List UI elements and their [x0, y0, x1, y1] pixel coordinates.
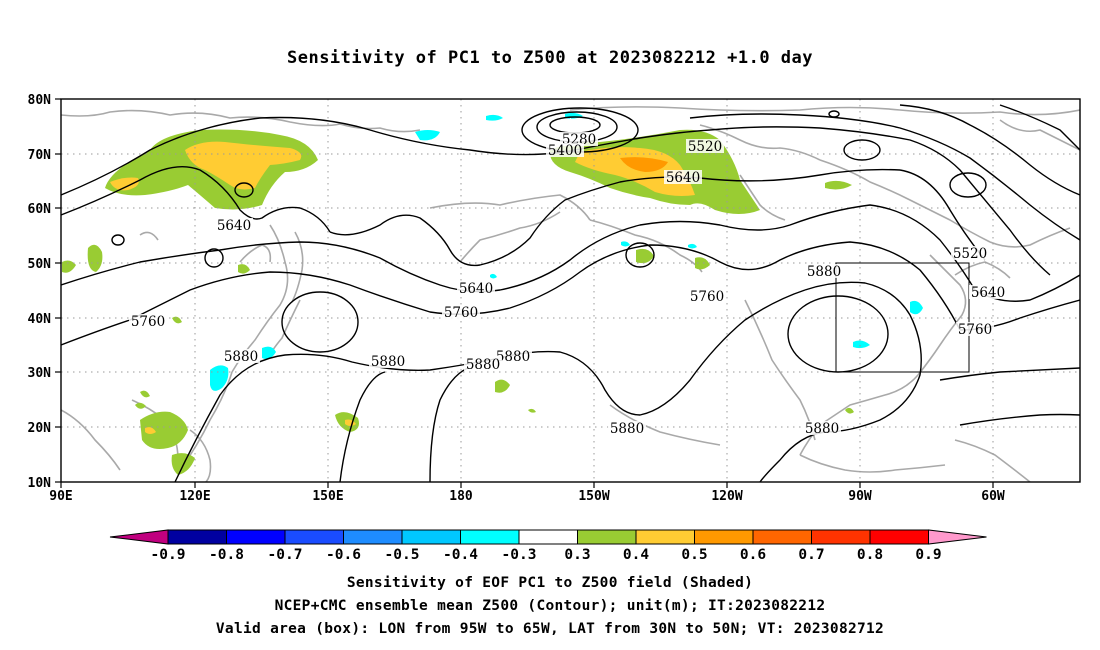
map-frame	[60, 98, 1081, 483]
svg-text:5640: 5640	[217, 218, 251, 234]
axis-ticks	[55, 98, 994, 488]
contour-label: 5640	[969, 285, 1007, 301]
gridlines	[61, 99, 1080, 482]
contour-label: 5760	[129, 314, 167, 330]
colorbar-cell	[752, 529, 812, 545]
caption-contour: NCEP+CMC ensemble mean Z500 (Contour); u…	[274, 598, 826, 614]
svg-text:5880: 5880	[224, 349, 258, 365]
contour-label: 5520	[686, 139, 724, 155]
colorbar-cell	[460, 529, 520, 545]
colorbar-cell	[635, 529, 695, 545]
contour-label: 5880	[608, 421, 646, 437]
lat-label: 30N	[28, 366, 52, 381]
colorbar-cell	[343, 529, 403, 545]
svg-text:5640: 5640	[459, 281, 493, 297]
colorbar-cell	[284, 529, 344, 545]
lat-label: 60N	[28, 202, 52, 217]
map-area: 5280 5400 5520 5640 5640 5520 5640 5640 …	[61, 99, 1080, 482]
lon-label: 180	[449, 489, 473, 504]
colorbar-label: -0.3	[502, 547, 537, 563]
caption-shading: Sensitivity of EOF PC1 to Z500 field (Sh…	[346, 575, 754, 591]
colorbar-label: 0.6	[740, 547, 766, 563]
longitude-labels: 90E 120E 150E 180 150W 120W 90W 60W	[49, 489, 1005, 504]
colorbar-cell	[577, 529, 637, 545]
colorbar-label: 0.5	[681, 547, 707, 563]
svg-text:5880: 5880	[805, 421, 839, 437]
colorbar-label: 0.3	[564, 547, 590, 563]
colorbar-label: -0.9	[151, 547, 186, 563]
colorbar-label: 0.8	[857, 547, 883, 563]
contour-label: 5880	[805, 264, 843, 280]
svg-text:5880: 5880	[496, 349, 530, 365]
lon-label: 120W	[711, 489, 742, 504]
contour-label: 5880	[369, 354, 407, 370]
colorbar-cell	[928, 529, 987, 545]
lon-label: 90E	[49, 489, 72, 504]
contour-label: 5760	[956, 322, 994, 338]
colorbar-cell	[518, 529, 578, 545]
lon-label: 120E	[179, 489, 210, 504]
lon-label: 60W	[981, 489, 1005, 504]
colorbar-label: 0.4	[623, 547, 649, 563]
svg-text:5520: 5520	[953, 246, 987, 262]
contour-label: 5640	[215, 218, 253, 234]
svg-text:5640: 5640	[666, 170, 700, 186]
svg-text:5640: 5640	[971, 285, 1005, 301]
lat-label: 20N	[28, 421, 52, 436]
svg-text:5400: 5400	[548, 143, 582, 159]
colorbar-cell	[869, 529, 929, 545]
svg-text:5880: 5880	[371, 354, 405, 370]
colorbar-label: -0.8	[209, 547, 244, 563]
lat-label: 80N	[28, 93, 52, 108]
contour-label: 5400	[546, 143, 584, 159]
svg-text:5880: 5880	[610, 421, 644, 437]
colorbar: -0.9 -0.8 -0.7 -0.6 -0.5 -0.4 -0.3 0.3 0.4 0.5 0.6…	[109, 529, 987, 563]
lat-label: 10N	[28, 476, 52, 491]
lat-label: 50N	[28, 257, 52, 272]
valid-area-box	[835, 262, 970, 373]
lat-label: 70N	[28, 148, 52, 163]
colorbar-cell	[226, 529, 286, 545]
contour-label-group: 5280 5400 5520 5640 5640 5520 5640 5640 …	[129, 118, 1007, 437]
colorbar-label: -0.6	[326, 547, 361, 563]
lat-label: 40N	[28, 312, 52, 327]
lon-label: 90W	[848, 489, 872, 504]
plot-title: Sensitivity of PC1 to Z500 at 2023082212…	[286, 48, 813, 68]
lon-label: 150E	[312, 489, 343, 504]
contour-label: 5880	[803, 421, 841, 437]
contour-label: 5640	[664, 170, 702, 186]
caption-valid-area: Valid area (box): LON from 95W to 65W, L…	[215, 621, 885, 637]
contour-label: 5640	[457, 281, 495, 297]
svg-text:5880: 5880	[466, 357, 500, 373]
svg-text:5520: 5520	[688, 139, 722, 155]
contour-label: 5880	[494, 349, 532, 365]
colorbar-label: -0.5	[385, 547, 420, 563]
svg-text:5880: 5880	[807, 264, 841, 280]
contour-label: 5880	[222, 349, 260, 365]
svg-text:5760: 5760	[444, 305, 478, 321]
contour-label: 5760	[442, 305, 480, 321]
svg-text:5760: 5760	[131, 314, 165, 330]
contour-label: 5880	[464, 357, 502, 373]
colorbar-label: 0.7	[798, 547, 824, 563]
svg-text:5760: 5760	[958, 322, 992, 338]
colorbar-label: -0.4	[443, 547, 478, 563]
contour-label: 5520	[951, 246, 989, 262]
colorbar-cell	[694, 529, 754, 545]
contour-label: 5760	[688, 289, 726, 305]
contour-label: 5880	[570, 118, 571, 119]
latitude-labels: 80N 70N 60N 50N 40N 30N 20N 10N	[28, 93, 52, 491]
svg-text:5760: 5760	[690, 289, 724, 305]
colorbar-cell	[811, 529, 871, 545]
colorbar-cell	[167, 529, 227, 545]
colorbar-cell	[401, 529, 461, 545]
lon-label: 150W	[578, 489, 609, 504]
colorbar-label: 0.9	[915, 547, 941, 563]
colorbar-cell	[109, 529, 169, 545]
colorbar-label: -0.7	[268, 547, 303, 563]
